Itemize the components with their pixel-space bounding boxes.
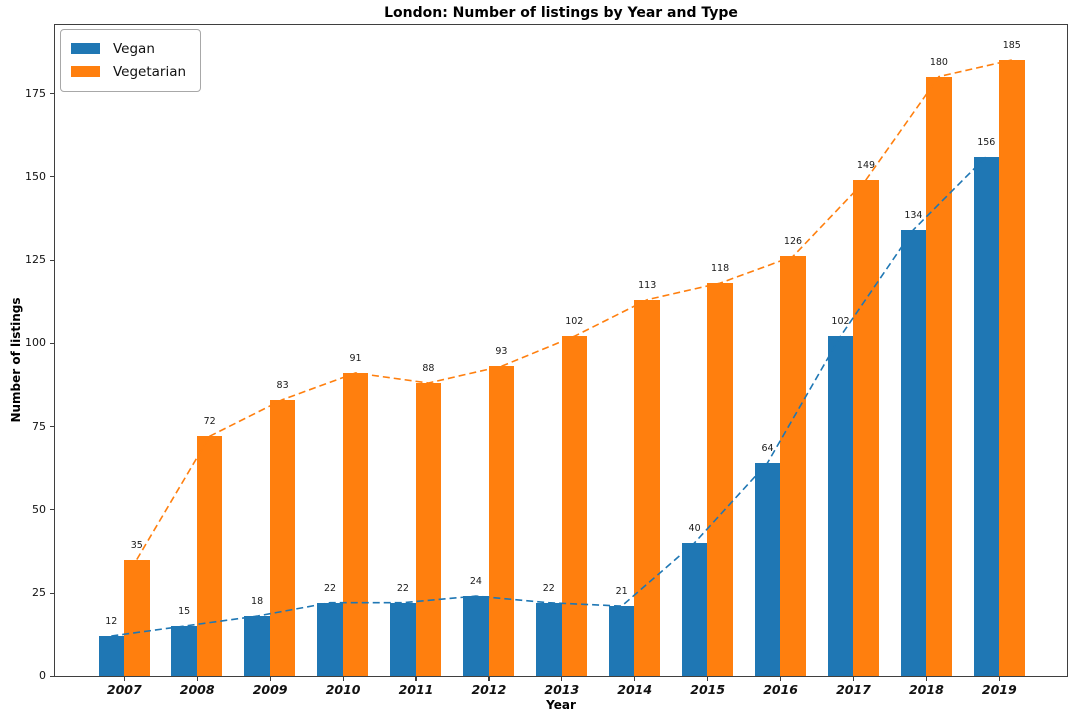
- x-tick-mark: [780, 676, 782, 681]
- bar-vegan-2015: [681, 542, 708, 676]
- x-tick-label-2007: 2007: [106, 682, 142, 697]
- bar-value-label: 180: [929, 56, 948, 68]
- y-tick-label: 125: [25, 253, 46, 267]
- bar-vegetarian-2009: [269, 399, 296, 676]
- x-tick-mark: [415, 676, 417, 681]
- bar-vegan-2019: [973, 156, 999, 676]
- x-tick-label-2013: 2013: [544, 682, 580, 697]
- x-tick-label-2018: 2018: [908, 682, 944, 697]
- x-tick-label-2019: 2019: [981, 682, 1017, 697]
- bar-vegan-2007: [98, 636, 124, 676]
- bar-value-label: 126: [783, 236, 803, 248]
- bar-vegetarian-2014: [634, 299, 660, 676]
- bar-vegetarian-2018: [926, 76, 952, 676]
- chart-title: London: Number of listings by Year and T…: [384, 5, 738, 21]
- x-axis-label: Year: [546, 698, 576, 712]
- legend-entry-vegan: Vegan: [71, 37, 186, 60]
- x-tick-mark: [123, 676, 125, 681]
- x-tick-mark: [998, 676, 1000, 681]
- x-tick-label-2016: 2016: [763, 682, 798, 697]
- bar-value-label: 83: [276, 379, 289, 391]
- x-tick-label-2011: 2011: [398, 682, 434, 697]
- bar-vegan-2010: [317, 602, 343, 676]
- y-tick-label: 0: [39, 669, 46, 683]
- x-tick-label-2010: 2010: [325, 682, 361, 697]
- y-tick-label: 50: [32, 502, 46, 516]
- x-tick-label-2014: 2014: [617, 682, 653, 697]
- x-tick-mark: [488, 676, 490, 681]
- legend: Vegan Vegetarian: [60, 29, 202, 92]
- y-tick-label: 75: [32, 419, 46, 433]
- bar-vegetarian-2010: [342, 373, 369, 676]
- y-axis-label: Number of listings: [9, 297, 23, 423]
- bar-vegetarian-2016: [780, 256, 806, 676]
- legend-swatch-vegetarian: [71, 66, 100, 77]
- x-tick-label-2012: 2012: [471, 682, 507, 697]
- bar-value-label: 91: [349, 353, 362, 364]
- bar-vegan-2011: [390, 602, 416, 676]
- bar-vegetarian-2019: [999, 60, 1025, 676]
- bar-vegan-2009: [244, 616, 270, 676]
- y-tick-mark: [50, 259, 55, 261]
- y-tick-mark: [50, 342, 55, 344]
- x-tick-mark: [707, 676, 709, 681]
- bar-value-label: 35: [130, 539, 143, 551]
- bar-value-label: 93: [495, 346, 508, 358]
- bar-vegan-2017: [827, 336, 854, 676]
- x-tick-mark: [561, 676, 563, 681]
- bar-value-label: 118: [711, 263, 730, 275]
- bar-vegan-2008: [171, 626, 197, 676]
- bar-vegan-2018: [900, 229, 927, 676]
- bar-value-label: 149: [856, 159, 876, 171]
- y-tick-mark: [50, 176, 55, 178]
- legend-label-vegan: Vegan: [113, 40, 155, 57]
- legend-entry-vegetarian: Vegetarian: [71, 60, 186, 83]
- bar-vegetarian-2007: [124, 559, 150, 676]
- legend-swatch-vegan: [71, 43, 100, 54]
- y-tick-mark: [50, 509, 55, 511]
- bar-vegan-2012: [463, 596, 489, 676]
- bar-vegetarian-2013: [561, 336, 587, 676]
- x-tick-mark: [269, 676, 271, 681]
- x-tick-label-2009: 2009: [252, 682, 288, 697]
- x-tick-label-2015: 2015: [690, 682, 726, 697]
- y-tick-label: 175: [25, 86, 46, 100]
- x-tick-mark: [196, 676, 198, 681]
- bar-value-label: 102: [565, 316, 584, 328]
- y-tick-mark: [50, 93, 55, 95]
- y-tick-mark: [50, 592, 55, 594]
- x-tick-mark: [634, 676, 636, 681]
- x-tick-mark: [852, 676, 855, 681]
- y-tick-mark: [50, 675, 55, 677]
- x-tick-label-2008: 2008: [179, 682, 215, 697]
- y-tick-label: 150: [25, 169, 46, 183]
- legend-label-vegetarian: Vegetarian: [113, 63, 187, 80]
- y-tick-label: 25: [32, 586, 46, 600]
- bar-vegan-2014: [608, 606, 635, 676]
- bar-vegan-2013: [536, 602, 562, 676]
- y-tick-mark: [50, 426, 55, 428]
- bar-vegetarian-2008: [196, 436, 223, 676]
- plot-area: Vegan Vegetarian 12 15 18 22 22 24 22 21 40 64 102…: [54, 24, 1068, 677]
- bar-vegetarian-2017: [853, 179, 879, 676]
- x-tick-mark: [342, 676, 344, 681]
- bar-vegetarian-2015: [707, 283, 733, 676]
- bar-value-label: 88: [422, 363, 435, 374]
- x-tick-label-2017: 2017: [836, 682, 871, 697]
- bar-value-label: 185: [1002, 40, 1021, 51]
- bar-vegetarian-2012: [488, 366, 515, 676]
- bar-value-label: 113: [638, 279, 657, 291]
- bar-vegetarian-2011: [415, 383, 442, 676]
- bar-value-label: 72: [203, 416, 216, 428]
- x-tick-mark: [925, 676, 928, 681]
- y-tick-label: 100: [25, 336, 46, 350]
- bar-vegan-2016: [754, 462, 781, 676]
